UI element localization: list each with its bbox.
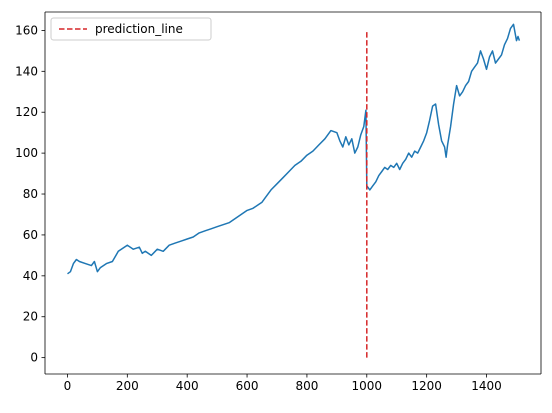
x-tick-label: 800 [295,379,318,393]
y-tick-label: 140 [15,64,38,78]
series-layer [67,23,521,358]
x-tick-label: 400 [176,379,199,393]
x-tick-label: 1400 [471,379,502,393]
x-tick-label: 600 [236,379,259,393]
x-tick-label: 1200 [411,379,442,393]
axes-layer: 0 200 400 600 800 1000 1200 1400 0 20 40 60 80 100 120… [15,11,542,393]
y-tick-label: 60 [23,228,38,242]
y-tick-label: 20 [23,310,38,324]
y-tick-label: 0 [30,351,38,365]
y-tick-label: 160 [15,23,38,37]
x-tick-label: 200 [116,379,139,393]
plot-background [45,12,541,374]
legend-label: prediction_line [95,22,183,36]
legend: prediction_line [50,17,212,41]
plot-area [45,12,541,374]
x-tick-label: 1000 [352,379,383,393]
y-tick-label: 40 [23,269,38,283]
y-tick-label: 120 [15,105,38,119]
legend-frame [50,17,212,41]
y-tick-label: 100 [15,146,38,160]
price-series-line [67,23,521,275]
y-tick-label: 80 [23,187,38,201]
x-tick-label: 0 [64,379,72,393]
